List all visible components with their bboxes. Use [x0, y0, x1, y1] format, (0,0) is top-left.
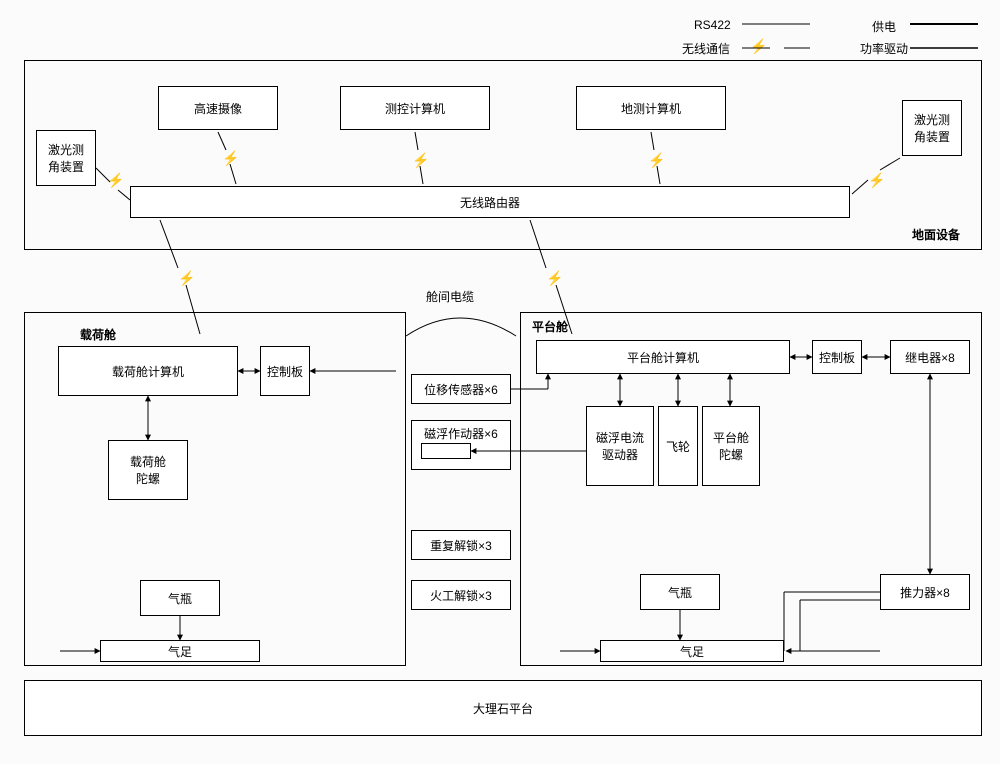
- box-platform-foot: 气足: [600, 640, 784, 662]
- label-ground: 地面设备: [912, 226, 960, 243]
- box-relay: 继电器×8: [890, 340, 970, 374]
- lightning-icon: ⚡: [178, 270, 195, 287]
- box-payload-gyro: 载荷舱 陀螺: [108, 440, 188, 500]
- box-platform-ctrl: 控制板: [812, 340, 862, 374]
- box-laser-left: 激光测 角装置: [36, 130, 96, 186]
- inner-actuator: [421, 443, 471, 459]
- box-payload-computer: 载荷舱计算机: [58, 346, 238, 396]
- lightning-icon: ⚡: [750, 38, 767, 55]
- legend-drive: 功率驱动: [860, 40, 908, 57]
- box-re-unlock: 重复解锁×3: [411, 530, 511, 560]
- box-marble: 大理石平台: [24, 680, 982, 736]
- box-payload-foot: 气足: [100, 640, 260, 662]
- box-payload-gas: 气瓶: [140, 580, 220, 616]
- legend-power: 供电: [872, 18, 896, 35]
- box-gm-computer: 地测计算机: [576, 86, 726, 130]
- box-tc-computer: 测控计算机: [340, 86, 490, 130]
- lightning-icon: ⚡: [546, 270, 563, 287]
- box-laser-right: 激光测 角装置: [902, 100, 962, 156]
- legend-wireless: 无线通信: [682, 40, 730, 57]
- label-payload: 载荷舱: [80, 326, 116, 343]
- box-router: 无线路由器: [130, 186, 850, 218]
- legend-rs422: RS422: [694, 18, 731, 32]
- box-pyro-unlock: 火工解锁×3: [411, 580, 511, 610]
- box-disp-sensor: 位移传感器×6: [411, 374, 511, 404]
- box-platform-gas: 气瓶: [640, 574, 720, 610]
- box-platform-gyro: 平台舱 陀螺: [702, 406, 760, 486]
- box-flywheel: 飞轮: [658, 406, 698, 486]
- box-camera: 高速摄像: [158, 86, 278, 130]
- box-platform-computer: 平台舱计算机: [536, 340, 790, 374]
- label-platform: 平台舱: [532, 318, 568, 335]
- box-thruster: 推力器×8: [880, 574, 970, 610]
- box-payload-ctrl: 控制板: [260, 346, 310, 396]
- label-inter-cable: 舱间电缆: [426, 288, 474, 305]
- box-mag-driver: 磁浮电流 驱动器: [586, 406, 654, 486]
